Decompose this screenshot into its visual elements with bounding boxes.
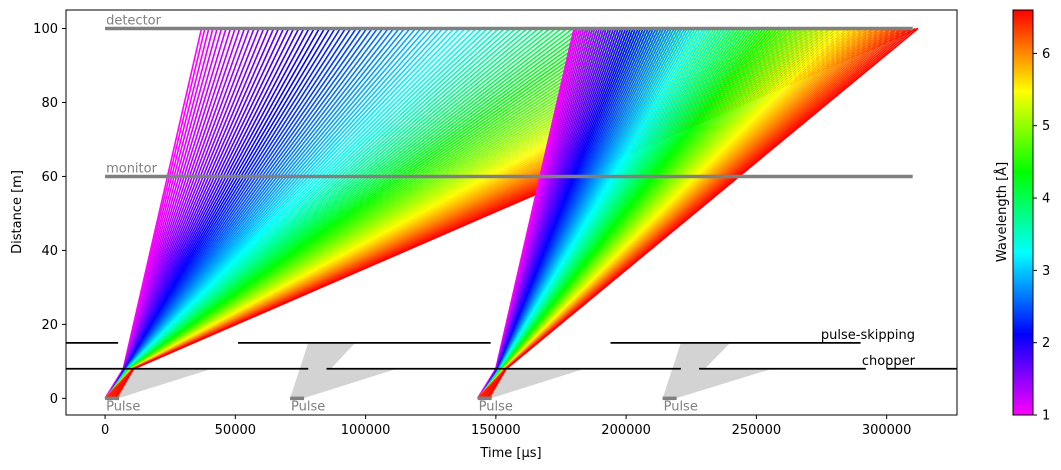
x-tick-label: 200000 — [601, 423, 651, 438]
pulse-label: Pulse — [291, 399, 325, 414]
colorbar-tick-label: 5 — [1042, 119, 1050, 134]
blocked-bundle — [477, 368, 585, 399]
component-labels: detector monitor pulse-skipping chopper Puls… — [106, 13, 916, 414]
pulse-label: Pulse — [106, 399, 140, 414]
colorbar — [1012, 9, 1034, 416]
x-axis-label: Time [µs] — [479, 446, 541, 461]
beamline-components — [66, 26, 957, 401]
plot-frame — [65, 9, 958, 416]
monitor-label: monitor — [106, 161, 158, 176]
x-tick-label: 100000 — [341, 423, 391, 438]
detector-label: detector — [106, 13, 162, 28]
colorbar-tick-label: 3 — [1042, 264, 1050, 279]
pulse-skipping-label: pulse-skipping — [821, 328, 915, 343]
y-tick-label: 80 — [41, 96, 58, 111]
colorbar-tick-label: 6 — [1042, 47, 1050, 62]
blocked-bundle — [662, 368, 773, 399]
y-tick-label: 0 — [50, 392, 58, 407]
x-tick-label: 0 — [101, 423, 109, 438]
y-tick-label: 40 — [41, 244, 58, 259]
plot-area — [66, 26, 957, 401]
y-axis-label: Distance [m] — [10, 170, 25, 254]
y-axis-ticks: 0 20 40 60 80 100 — [33, 22, 66, 407]
colorbar-tick-label: 1 — [1042, 409, 1050, 424]
y-tick-label: 100 — [33, 22, 58, 37]
colorbar-ticks: 1 2 3 4 5 6 — [1033, 47, 1050, 424]
pulse-label: Pulse — [664, 399, 698, 414]
chopper-label: chopper — [862, 354, 916, 369]
colorbar-tick-label: 4 — [1042, 192, 1050, 207]
blocked-neutron-bundles — [105, 342, 773, 399]
y-tick-label: 20 — [41, 318, 58, 333]
y-tick-label: 60 — [41, 170, 58, 185]
x-tick-label: 250000 — [732, 423, 782, 438]
pulse-label: Pulse — [479, 399, 513, 414]
colorbar-tick-label: 2 — [1042, 336, 1050, 351]
x-tick-label: 50000 — [215, 423, 256, 438]
x-tick-label: 300000 — [862, 423, 912, 438]
blocked-bundle — [290, 368, 397, 399]
x-axis-ticks: 0 50000 100000 150000 200000 250000 300000 — [101, 415, 912, 438]
x-tick-label: 150000 — [471, 423, 521, 438]
blocked-bundle — [105, 368, 212, 399]
colorbar-label: Wavelength [Å] — [994, 162, 1010, 262]
